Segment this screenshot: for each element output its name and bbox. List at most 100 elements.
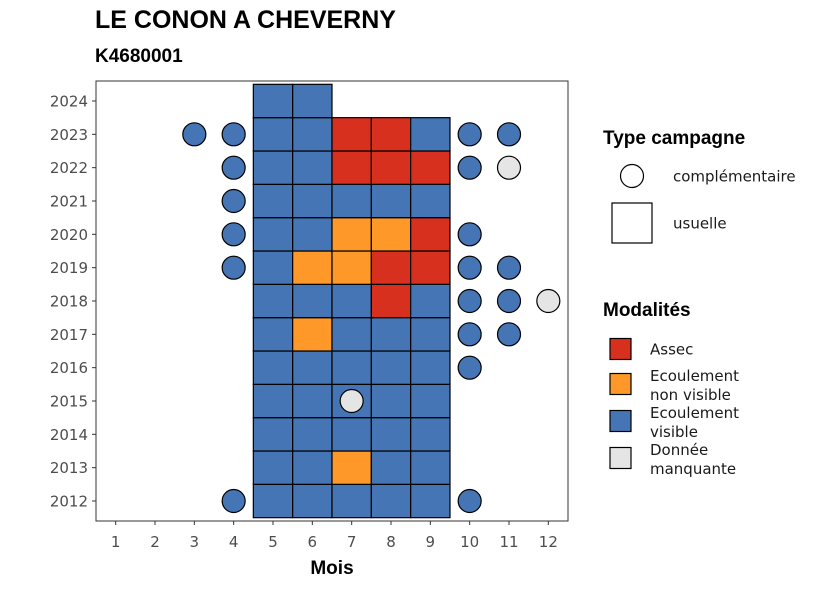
x-tick-label-2: 2: [150, 533, 160, 551]
x-tick-label-7: 7: [347, 533, 357, 551]
tile-2022-6: [292, 150, 333, 185]
x-tick-label-9: 9: [426, 533, 436, 551]
tile-2013-5: [252, 450, 294, 485]
y-tick-label-2016: 2016: [50, 359, 88, 377]
tile-2019-8: [370, 250, 412, 285]
point-2021-4: [221, 188, 246, 214]
legend-fill-key-A: [609, 337, 632, 361]
x-tick-label-3: 3: [190, 533, 200, 551]
tile-2012-6: [292, 483, 333, 519]
axes-layer: 1 2 3 4 5 6 7 8 9 10 11 122012201320142015201620172…: [50, 93, 558, 552]
tile-2017-8: [370, 317, 412, 352]
tile-2020-7: [331, 217, 372, 252]
chart-subtitle: K4680001: [95, 46, 183, 67]
point-2020-4: [221, 222, 246, 247]
circles-layer: [182, 122, 561, 514]
tile-2022-5: [252, 150, 294, 185]
tile-2019-9: [410, 250, 451, 285]
tile-2023-9: [410, 117, 451, 152]
point-2017-11: [496, 322, 522, 347]
tiles-layer: [252, 83, 451, 519]
tile-2021-7: [331, 183, 372, 219]
tile-2020-8: [370, 217, 412, 252]
legend-shape-title: Type campagne: [603, 128, 745, 149]
y-tick-label-2013: 2013: [50, 459, 88, 477]
tile-2014-8: [370, 417, 412, 452]
legend-shape-label-0: complémentaire: [673, 168, 796, 186]
tile-2013-8: [370, 450, 412, 485]
legend-fill-label-1-0: Ecoulement: [650, 367, 739, 385]
tile-2017-5: [252, 317, 294, 352]
tile-2021-9: [410, 183, 451, 219]
tile-2018-8: [370, 283, 412, 319]
point-2018-11: [496, 288, 522, 314]
tile-2016-9: [410, 350, 451, 385]
tile-2014-5: [252, 417, 294, 452]
tile-2020-5: [252, 217, 294, 252]
tile-2021-5: [252, 183, 294, 219]
y-tick-label-2020: 2020: [50, 226, 88, 244]
legend-fill-label-3-0: Donnée: [650, 441, 708, 459]
legend-fill-label-0: Assec: [650, 341, 693, 359]
tile-2020-9: [410, 217, 451, 252]
tile-2019-5: [252, 250, 294, 285]
tile-2014-9: [410, 417, 451, 452]
legend-square-key: [611, 202, 653, 244]
y-tick-label-2015: 2015: [50, 393, 88, 411]
x-tick-label-8: 8: [386, 533, 396, 551]
legend-fill-label-2-1: visible: [650, 423, 698, 441]
y-tick-label-2014: 2014: [50, 426, 88, 444]
point-2019-4: [221, 255, 246, 280]
point-2012-4: [221, 488, 246, 514]
tile-2023-5: [252, 117, 294, 152]
tile-2016-8: [370, 350, 412, 385]
tile-2019-6: [292, 250, 333, 285]
chart-title: LE CONON A CHEVERNY: [95, 6, 396, 34]
point-2023-11: [496, 122, 522, 147]
tile-2013-7: [331, 450, 372, 485]
tile-2013-6: [292, 450, 333, 485]
point-2022-4: [221, 155, 246, 180]
tile-2021-8: [370, 183, 412, 219]
legend-fill-key-N: [609, 372, 632, 396]
y-tick-label-2019: 2019: [50, 259, 88, 277]
tile-2018-7: [331, 283, 372, 319]
tile-2015-6: [292, 383, 333, 419]
point-2019-10: [457, 255, 482, 280]
tile-2016-6: [292, 350, 333, 385]
y-tick-label-2022: 2022: [50, 159, 88, 177]
legend-fill-title: Modalités: [603, 300, 691, 321]
tile-2017-6: [292, 317, 333, 352]
tile-2017-9: [410, 317, 451, 352]
tile-2015-9: [410, 383, 451, 419]
tile-2023-8: [370, 117, 412, 152]
tile-2012-9: [410, 483, 451, 519]
tile-2016-7: [331, 350, 372, 385]
x-tick-label-11: 11: [499, 533, 518, 551]
x-tick-label-6: 6: [308, 533, 318, 551]
tile-2016-5: [252, 350, 294, 385]
tile-2023-6: [292, 117, 333, 152]
point-2023-4: [221, 122, 246, 147]
x-tick-label-5: 5: [268, 533, 278, 551]
x-tick-label-1: 1: [111, 533, 121, 551]
tile-2021-6: [292, 183, 333, 219]
legend-layer: Type campagne complémentaire usuelle Modali…: [603, 128, 796, 478]
tile-2012-8: [370, 483, 412, 519]
x-axis-title: Mois: [310, 558, 353, 579]
tile-2015-8: [370, 383, 412, 419]
y-tick-label-2012: 2012: [50, 493, 88, 511]
legend-fill-label-1-1: non visible: [650, 386, 731, 404]
tile-2018-5: [252, 283, 294, 319]
point-2022-11: [496, 155, 522, 180]
tile-2023-7: [331, 117, 372, 152]
legend-fill-key-M: [609, 446, 632, 470]
point-2023-10: [457, 122, 482, 147]
tile-2018-6: [292, 283, 333, 319]
x-tick-label-10: 10: [460, 533, 479, 551]
tile-2014-6: [292, 417, 333, 452]
tile-2022-7: [331, 150, 372, 185]
point-2012-10: [457, 488, 482, 514]
y-tick-label-2017: 2017: [50, 326, 88, 344]
y-tick-label-2018: 2018: [50, 293, 88, 311]
